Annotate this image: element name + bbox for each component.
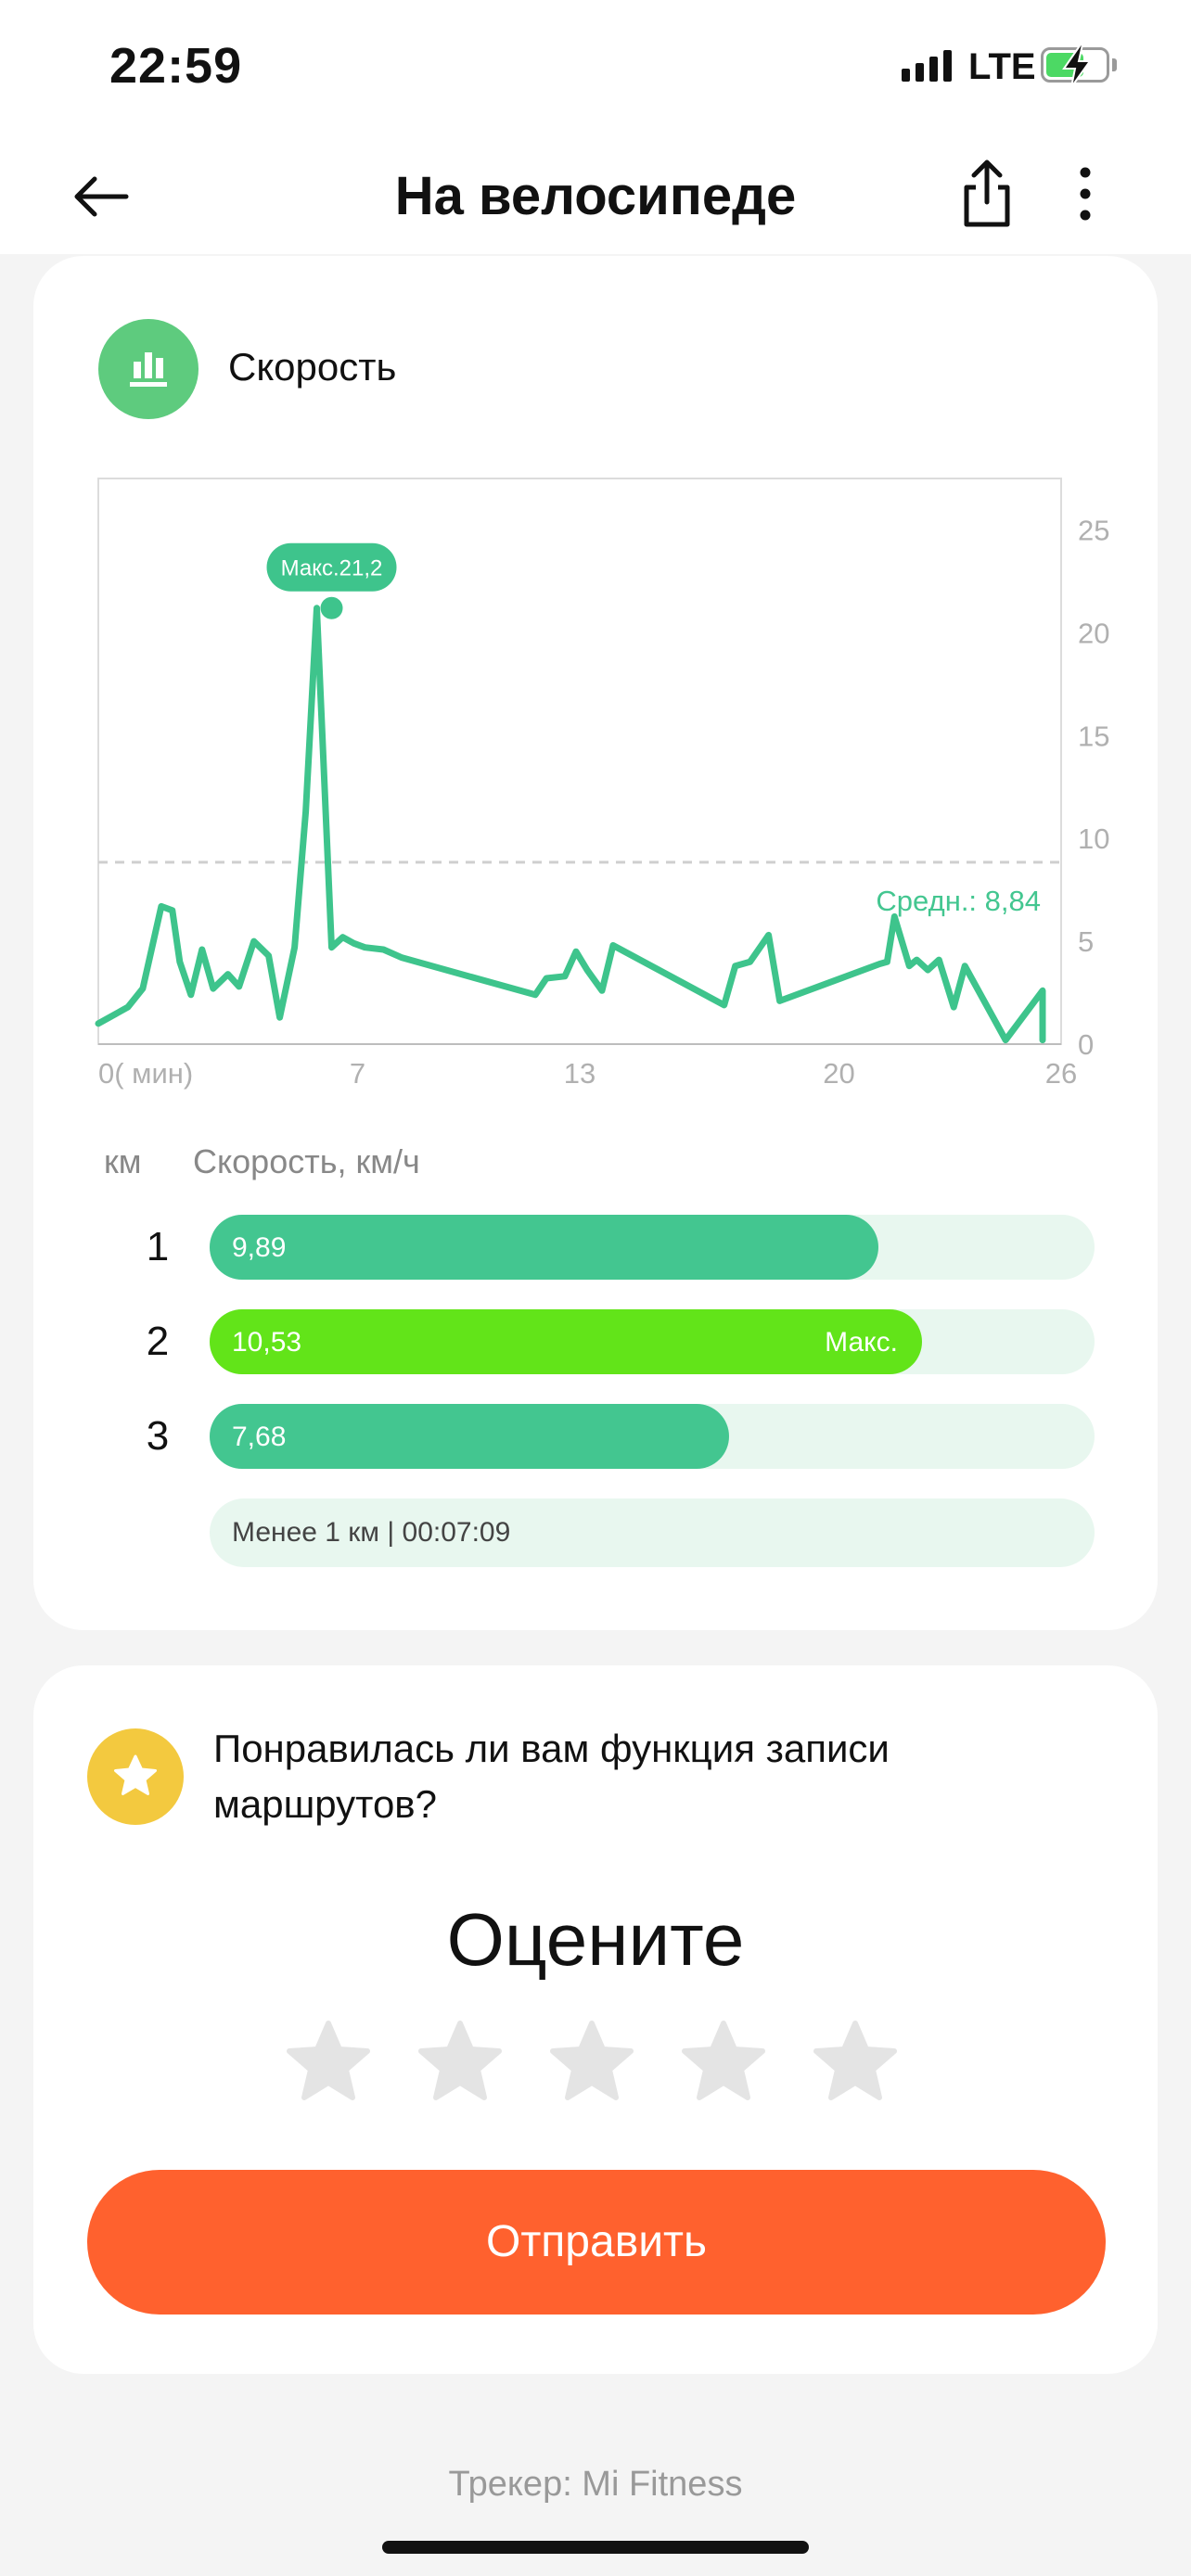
max-badge-label: Макс.21,2 [281, 556, 383, 581]
split-km: 2 [146, 1319, 170, 1364]
max-point [320, 596, 343, 619]
battery-tip [1112, 58, 1117, 71]
x-tick-label: 7 [350, 1057, 365, 1090]
remainder-split-label: Менее 1 км | 00:07:09 [232, 1517, 511, 1548]
splits-km-header: км [104, 1142, 142, 1180]
average-label: Средн.: 8,84 [876, 885, 1041, 917]
star-rating [284, 2018, 900, 2107]
more-options-button[interactable] [1067, 161, 1104, 226]
speed-title: Скорость [228, 345, 397, 389]
x-tick-label: 0( мин) [98, 1057, 193, 1090]
more-vertical-icon [1080, 167, 1091, 221]
split-track: 10,53 Макс. [210, 1309, 1095, 1374]
speed-series-line [95, 605, 1046, 1044]
split-bar-max: 10,53 Макс. [210, 1309, 922, 1374]
split-bar: 9,89 [210, 1215, 879, 1280]
split-value: 10,53 [232, 1327, 302, 1358]
y-tick-label: 0 [1078, 1028, 1094, 1061]
rating-card: Понравилась ли вам функция записи маршру… [33, 1665, 1158, 2374]
splits-speed-header: Скорость, км/ч [193, 1142, 420, 1180]
battery-icon [1041, 44, 1109, 88]
speed-card: Скорость 25 20 15 10 5 0 0( мин) 7 13 20 26 Средн… [33, 256, 1158, 1630]
status-time: 22:59 [109, 38, 243, 94]
status-bar: 22:59 LTE [0, 0, 1191, 139]
back-button[interactable] [67, 159, 141, 234]
remainder-split: Менее 1 км | 00:07:09 [210, 1498, 1095, 1567]
x-tick-label: 20 [823, 1057, 854, 1090]
y-tick-label: 25 [1078, 514, 1109, 546]
y-tick-label: 5 [1078, 925, 1094, 958]
star-1-icon[interactable] [284, 2018, 373, 2107]
split-value: 7,68 [232, 1422, 287, 1452]
x-tick-label: 13 [564, 1057, 596, 1090]
split-track: 9,89 [210, 1215, 1095, 1280]
max-badge [266, 542, 397, 592]
submit-button[interactable]: Отправить [87, 2170, 1106, 2315]
star-2-icon[interactable] [416, 2018, 505, 2107]
y-tick-label: 20 [1078, 617, 1109, 649]
page-title: На велосипеде [394, 166, 797, 226]
split-value: 9,89 [232, 1232, 287, 1263]
tracker-source: Трекер: Mi Fitness [448, 2465, 743, 2504]
share-button[interactable] [955, 156, 1018, 230]
y-tick-label: 15 [1078, 720, 1109, 752]
home-indicator[interactable] [382, 2541, 809, 2554]
nav-bar: На велосипеде [0, 139, 1191, 254]
submit-button-label: Отправить [485, 2217, 707, 2266]
feedback-question: Понравилась ли вам функция записи маршру… [213, 1727, 890, 1826]
star-4-icon[interactable] [679, 2018, 768, 2107]
split-km: 1 [146, 1224, 170, 1269]
x-tick-label: 26 [1045, 1057, 1077, 1090]
arrow-left-icon [74, 176, 129, 217]
network-label: LTE [968, 46, 1036, 87]
split-row: 1 9,89 [33, 1215, 1158, 1280]
split-track: 7,68 [210, 1404, 1095, 1469]
star-3-icon[interactable] [547, 2018, 636, 2107]
y-tick-label: 10 [1078, 823, 1109, 855]
speed-chart: 25 20 15 10 5 0 0( мин) 7 13 20 26 Средн.: 8,84 М… [95, 478, 1109, 1090]
split-max-tag: Макс. [825, 1327, 898, 1358]
rate-title: Оцените [446, 1898, 745, 1981]
bar-chart-icon [98, 319, 198, 419]
signal-icon [902, 48, 952, 82]
star-5-icon[interactable] [811, 2018, 900, 2107]
split-bar: 7,68 [210, 1404, 730, 1469]
star-badge-icon [87, 1728, 184, 1825]
split-row: 2 10,53 Макс. [33, 1309, 1158, 1374]
split-km: 3 [146, 1413, 170, 1459]
split-row: 3 7,68 [33, 1404, 1158, 1469]
share-icon [964, 159, 1010, 227]
